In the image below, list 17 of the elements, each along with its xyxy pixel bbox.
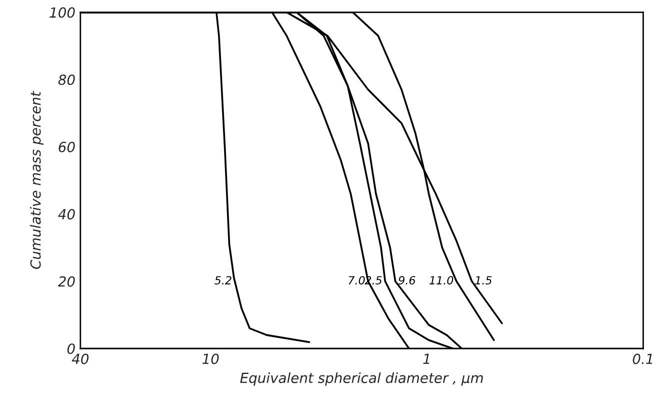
x-tick-label: 40 [72, 354, 89, 364]
y-tick-label: 80 [58, 74, 75, 86]
y-tick-label: 100 [50, 7, 75, 18]
x-tick-label: 1 [423, 354, 430, 364]
series-label: 1.5 [475, 276, 492, 284]
y-tick-label: 60 [58, 142, 75, 152]
y-axis-title: Cumulative mass percent [30, 90, 44, 269]
y-tick-label: 0 [67, 343, 75, 354]
series-label: 11.0 [430, 276, 454, 284]
x-axis-title: Equivalent spherical diameter , μm [240, 372, 483, 386]
y-tick-label: 20 [58, 276, 75, 287]
series-label: 9.6 [398, 276, 416, 284]
x-tick-label: 10 [202, 354, 219, 364]
x-tick-label: 0.1 [632, 354, 652, 364]
series-label: 7.0 [348, 276, 365, 284]
y-tick-label: 40 [58, 208, 75, 220]
series-label: 5.2 [214, 276, 232, 284]
